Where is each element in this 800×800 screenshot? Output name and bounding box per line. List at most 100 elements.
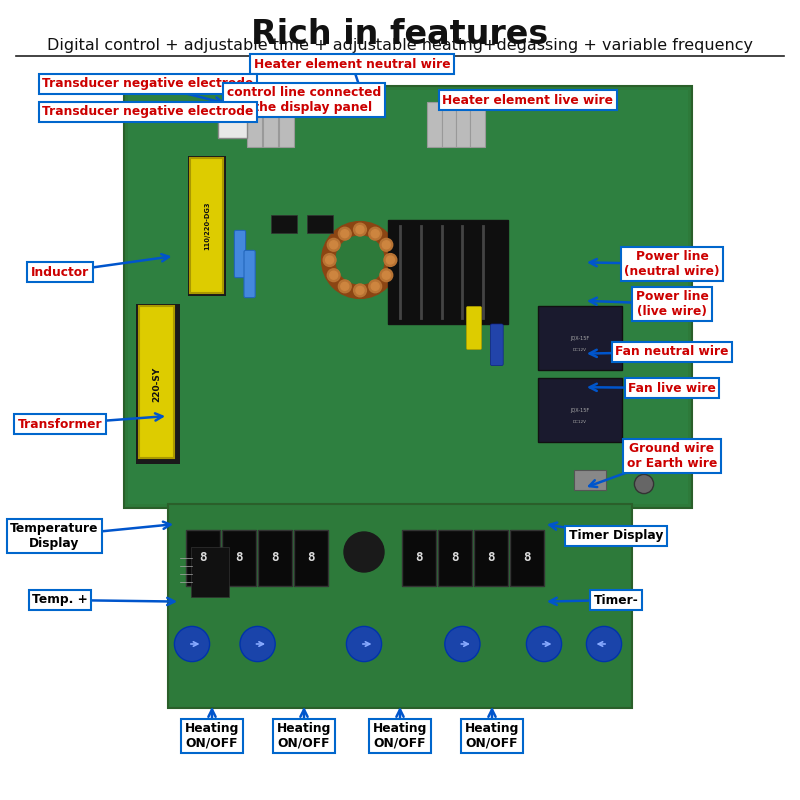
Text: control line connected
to the display panel: control line connected to the display pa… xyxy=(227,86,381,114)
Circle shape xyxy=(346,626,382,662)
Circle shape xyxy=(336,236,384,284)
Circle shape xyxy=(380,238,393,251)
Circle shape xyxy=(322,222,398,298)
Text: 8: 8 xyxy=(235,551,243,564)
Circle shape xyxy=(445,626,480,662)
Text: Temp. +: Temp. + xyxy=(32,594,88,606)
FancyBboxPatch shape xyxy=(234,230,246,278)
FancyBboxPatch shape xyxy=(442,102,456,147)
FancyBboxPatch shape xyxy=(188,156,226,296)
FancyBboxPatch shape xyxy=(190,158,223,293)
FancyBboxPatch shape xyxy=(466,306,482,350)
FancyBboxPatch shape xyxy=(474,530,508,586)
FancyBboxPatch shape xyxy=(294,530,328,586)
Circle shape xyxy=(330,271,338,279)
Text: 220-SY: 220-SY xyxy=(152,366,162,402)
Circle shape xyxy=(371,230,379,238)
Text: Power line
(neutral wire): Power line (neutral wire) xyxy=(624,250,720,278)
Text: 110/220-DG3: 110/220-DG3 xyxy=(204,202,210,250)
Text: Heater element live wire: Heater element live wire xyxy=(442,94,614,106)
FancyBboxPatch shape xyxy=(402,530,436,586)
Text: Fan live wire: Fan live wire xyxy=(628,382,716,394)
FancyBboxPatch shape xyxy=(388,220,508,324)
FancyBboxPatch shape xyxy=(124,86,692,508)
Circle shape xyxy=(369,280,382,293)
Circle shape xyxy=(338,280,351,293)
Text: Power line
(live wire): Power line (live wire) xyxy=(635,290,709,318)
Circle shape xyxy=(341,282,349,290)
FancyBboxPatch shape xyxy=(168,504,632,708)
Text: JQX-15F: JQX-15F xyxy=(570,408,590,413)
Text: Transducer negative electrode: Transducer negative electrode xyxy=(42,78,254,90)
Circle shape xyxy=(356,226,364,234)
Text: 8: 8 xyxy=(307,551,315,564)
FancyBboxPatch shape xyxy=(271,215,297,233)
FancyBboxPatch shape xyxy=(258,530,292,586)
FancyBboxPatch shape xyxy=(263,102,278,147)
Circle shape xyxy=(386,256,394,264)
Text: Heating
ON/OFF: Heating ON/OFF xyxy=(277,722,331,750)
Circle shape xyxy=(382,271,390,279)
FancyBboxPatch shape xyxy=(279,102,294,147)
FancyBboxPatch shape xyxy=(574,470,606,490)
Circle shape xyxy=(341,230,349,238)
Text: Transformer: Transformer xyxy=(18,418,102,430)
FancyBboxPatch shape xyxy=(136,304,180,464)
FancyBboxPatch shape xyxy=(191,547,229,597)
FancyBboxPatch shape xyxy=(456,102,470,147)
Text: Heating
ON/OFF: Heating ON/OFF xyxy=(185,722,239,750)
FancyBboxPatch shape xyxy=(490,324,503,366)
Circle shape xyxy=(326,256,334,264)
FancyBboxPatch shape xyxy=(218,102,247,138)
Circle shape xyxy=(380,269,393,282)
Circle shape xyxy=(382,241,390,249)
Text: Inductor: Inductor xyxy=(31,266,89,278)
Text: Temperature
Display: Temperature Display xyxy=(10,522,98,550)
FancyBboxPatch shape xyxy=(438,530,472,586)
FancyBboxPatch shape xyxy=(139,306,174,458)
Text: Rich in features: Rich in features xyxy=(251,18,549,50)
Text: 8: 8 xyxy=(415,551,423,564)
Circle shape xyxy=(526,626,562,662)
FancyBboxPatch shape xyxy=(538,378,622,442)
Circle shape xyxy=(354,223,366,236)
Text: JQX-15F: JQX-15F xyxy=(570,336,590,341)
FancyBboxPatch shape xyxy=(186,530,220,586)
Circle shape xyxy=(323,254,336,266)
Circle shape xyxy=(330,241,338,249)
Text: 8: 8 xyxy=(199,551,207,564)
FancyBboxPatch shape xyxy=(247,102,262,147)
Circle shape xyxy=(240,626,275,662)
Circle shape xyxy=(344,532,384,572)
Text: 8: 8 xyxy=(271,551,279,564)
Text: Fan neutral wire: Fan neutral wire xyxy=(615,346,729,358)
FancyBboxPatch shape xyxy=(128,90,688,504)
Text: DC12V: DC12V xyxy=(573,421,587,424)
FancyBboxPatch shape xyxy=(307,215,333,233)
Text: Heating
ON/OFF: Heating ON/OFF xyxy=(465,722,519,750)
Circle shape xyxy=(369,227,382,240)
FancyBboxPatch shape xyxy=(470,102,485,147)
FancyBboxPatch shape xyxy=(244,250,255,298)
Circle shape xyxy=(356,286,364,294)
Text: 8: 8 xyxy=(451,551,459,564)
Text: Ground wire
or Earth wire: Ground wire or Earth wire xyxy=(627,442,717,470)
Circle shape xyxy=(327,238,340,251)
Text: DC12V: DC12V xyxy=(573,349,587,352)
Circle shape xyxy=(384,254,397,266)
Text: Digital control + adjustable time + adjustable heating+degassing + variable freq: Digital control + adjustable time + adju… xyxy=(47,38,753,54)
Circle shape xyxy=(354,284,366,297)
Circle shape xyxy=(586,626,622,662)
FancyBboxPatch shape xyxy=(222,530,256,586)
Text: Timer Display: Timer Display xyxy=(569,530,663,542)
Circle shape xyxy=(371,282,379,290)
Circle shape xyxy=(327,269,340,282)
FancyBboxPatch shape xyxy=(538,306,622,370)
Circle shape xyxy=(338,227,351,240)
Text: Transducer negative electrode: Transducer negative electrode xyxy=(42,106,254,118)
Text: Heating
ON/OFF: Heating ON/OFF xyxy=(373,722,427,750)
Circle shape xyxy=(634,474,654,494)
Text: Heater element neutral wire: Heater element neutral wire xyxy=(254,58,450,70)
FancyBboxPatch shape xyxy=(427,102,442,147)
Text: 8: 8 xyxy=(523,551,531,564)
